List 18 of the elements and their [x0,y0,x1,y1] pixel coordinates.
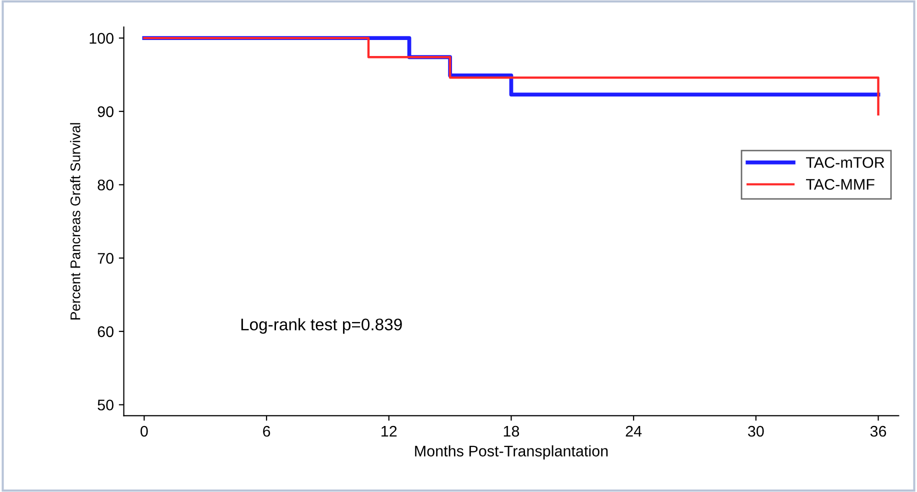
y-axis-title: Percent Pancreas Graft Survival [70,123,80,320]
x-axis-title: Months Post-Transplantation [415,445,608,460]
y-tick-label: 90 [98,106,114,118]
x-tick-label: 12 [382,426,397,437]
y-tick-label: 80 [98,180,114,190]
y-tick-label: 60 [98,326,114,338]
y-tick-label: 70 [98,252,114,264]
x-tick-label: 24 [626,426,642,437]
x-tick-label: 36 [870,426,886,437]
x-tick-label: 30 [748,426,764,437]
legend-label: TAC-mTOR [806,157,884,168]
x-tick-label: 0 [140,426,148,437]
y-tick-label: 50 [98,400,114,410]
x-tick-label: 18 [504,426,520,437]
x-tick-label: 6 [263,426,270,437]
y-tick-label: 100 [90,32,114,44]
annotation: Log-rank test p=0.839 [241,318,402,334]
legend-label: TAC-MMF [806,178,874,190]
